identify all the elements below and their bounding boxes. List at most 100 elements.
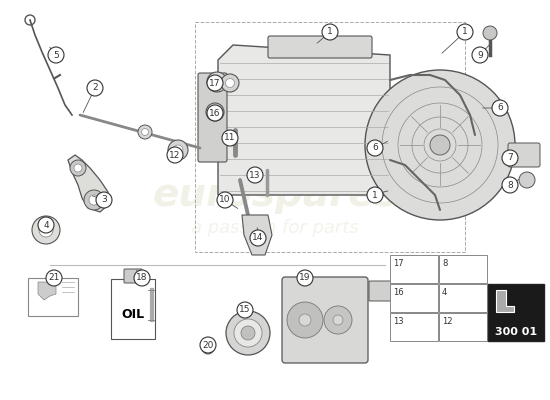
FancyBboxPatch shape: [111, 279, 155, 339]
Polygon shape: [38, 282, 56, 300]
Text: 21: 21: [48, 274, 60, 282]
Circle shape: [141, 128, 148, 136]
FancyBboxPatch shape: [282, 277, 368, 363]
Circle shape: [324, 306, 352, 334]
Circle shape: [287, 302, 323, 338]
FancyBboxPatch shape: [124, 269, 142, 283]
Circle shape: [96, 192, 112, 208]
Polygon shape: [242, 215, 272, 255]
Text: 13: 13: [249, 170, 261, 180]
Text: 8: 8: [507, 180, 513, 190]
Circle shape: [299, 314, 311, 326]
Text: 16: 16: [393, 288, 404, 297]
Circle shape: [46, 270, 62, 286]
FancyBboxPatch shape: [28, 278, 78, 316]
Text: 4: 4: [442, 288, 447, 297]
Circle shape: [84, 190, 104, 210]
Circle shape: [483, 26, 497, 40]
Circle shape: [234, 319, 262, 347]
Text: 1: 1: [327, 28, 333, 36]
Polygon shape: [218, 45, 390, 195]
Text: 1: 1: [372, 190, 378, 200]
Text: 8: 8: [442, 259, 447, 268]
Circle shape: [237, 302, 253, 318]
Circle shape: [205, 345, 211, 351]
Circle shape: [134, 270, 150, 286]
Text: 12: 12: [169, 150, 181, 160]
Circle shape: [207, 75, 223, 91]
FancyBboxPatch shape: [439, 313, 487, 341]
Text: 19: 19: [299, 274, 311, 282]
Text: 12: 12: [442, 317, 453, 326]
Circle shape: [365, 70, 515, 220]
Circle shape: [502, 177, 518, 193]
Circle shape: [247, 167, 263, 183]
Circle shape: [472, 47, 488, 63]
Circle shape: [89, 195, 99, 205]
Text: 5: 5: [53, 50, 59, 60]
Circle shape: [48, 47, 64, 63]
Text: 7: 7: [507, 154, 513, 162]
Polygon shape: [496, 290, 514, 312]
Circle shape: [221, 74, 239, 92]
Circle shape: [250, 230, 266, 246]
Circle shape: [222, 130, 238, 146]
Circle shape: [32, 216, 60, 244]
FancyBboxPatch shape: [369, 281, 391, 301]
Circle shape: [211, 108, 219, 116]
Text: 300 01: 300 01: [495, 327, 537, 337]
Text: eurospares: eurospares: [152, 176, 398, 214]
Circle shape: [367, 140, 383, 156]
Text: a passion for parts: a passion for parts: [191, 219, 359, 237]
Circle shape: [206, 103, 224, 121]
Circle shape: [322, 24, 338, 40]
Circle shape: [202, 342, 214, 354]
Circle shape: [212, 77, 222, 87]
Text: 16: 16: [209, 108, 221, 118]
Circle shape: [167, 147, 183, 163]
Text: 14: 14: [252, 234, 263, 242]
Circle shape: [207, 105, 223, 121]
FancyBboxPatch shape: [488, 284, 544, 341]
Text: 17: 17: [209, 78, 221, 88]
Circle shape: [457, 24, 473, 40]
Text: 3: 3: [101, 196, 107, 204]
Circle shape: [226, 78, 234, 88]
Circle shape: [519, 172, 535, 188]
FancyBboxPatch shape: [198, 73, 227, 162]
Circle shape: [87, 80, 103, 96]
Circle shape: [430, 135, 450, 155]
Text: OIL: OIL: [122, 308, 145, 320]
Circle shape: [200, 337, 216, 353]
Text: 6: 6: [372, 144, 378, 152]
Text: 11: 11: [224, 134, 236, 142]
Text: 13: 13: [393, 317, 404, 326]
Text: 20: 20: [202, 340, 214, 350]
Circle shape: [297, 270, 313, 286]
Text: 15: 15: [239, 306, 251, 314]
Circle shape: [492, 100, 508, 116]
Circle shape: [70, 160, 86, 176]
Text: 10: 10: [219, 196, 231, 204]
Circle shape: [173, 145, 183, 155]
Polygon shape: [68, 155, 108, 212]
Circle shape: [39, 223, 53, 237]
FancyBboxPatch shape: [508, 143, 540, 167]
Circle shape: [502, 150, 518, 166]
Circle shape: [38, 217, 54, 233]
FancyBboxPatch shape: [390, 255, 438, 283]
Circle shape: [207, 72, 227, 92]
Circle shape: [138, 125, 152, 139]
Circle shape: [168, 140, 188, 160]
Circle shape: [217, 192, 233, 208]
Text: 4: 4: [43, 220, 49, 230]
Text: 6: 6: [497, 104, 503, 112]
Text: 1: 1: [462, 28, 468, 36]
Circle shape: [333, 315, 343, 325]
Circle shape: [367, 187, 383, 203]
Circle shape: [74, 164, 82, 172]
Circle shape: [241, 326, 255, 340]
FancyBboxPatch shape: [390, 284, 438, 312]
Circle shape: [226, 311, 270, 355]
Text: 18: 18: [136, 274, 148, 282]
